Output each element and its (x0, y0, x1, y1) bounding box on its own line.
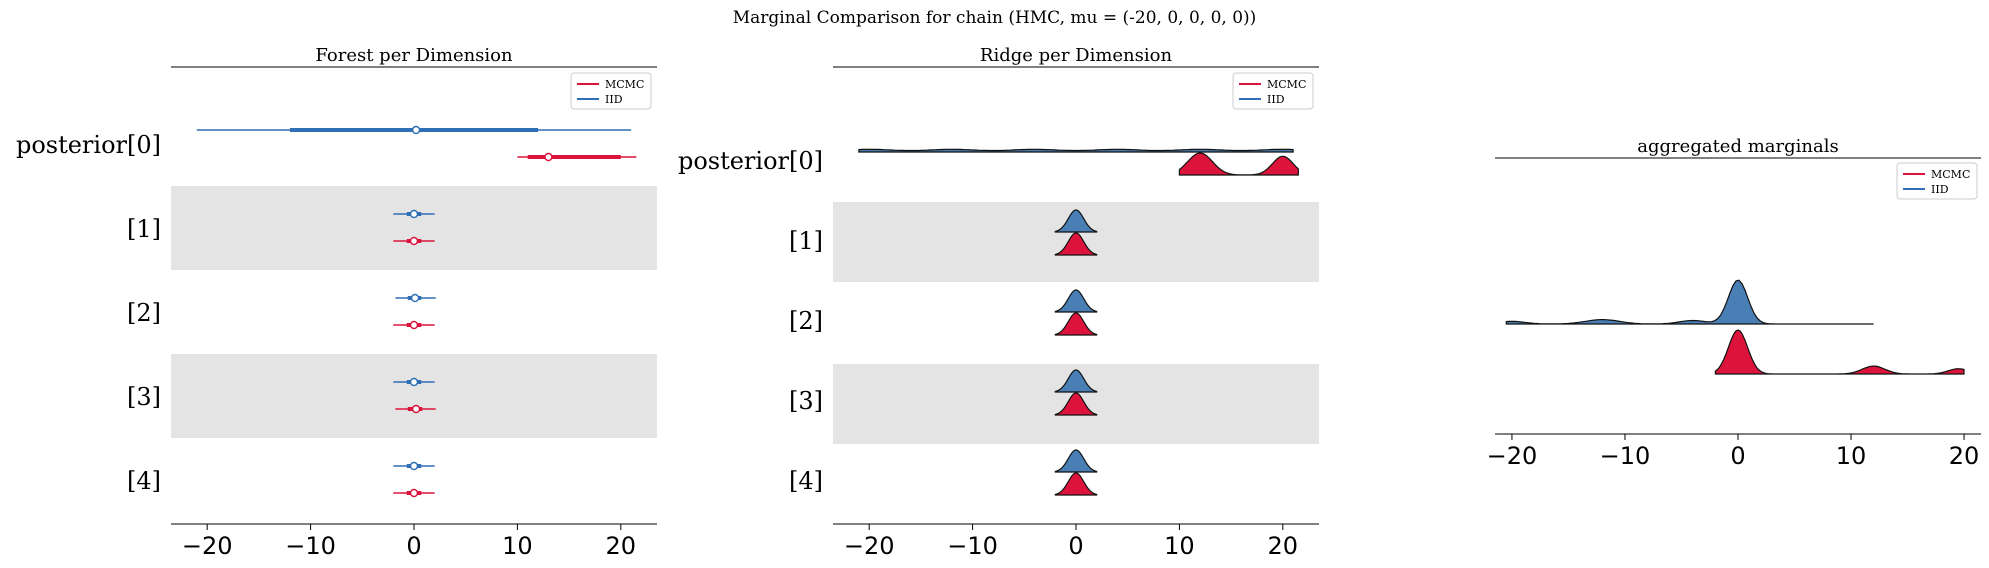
median-point-iid (410, 293, 420, 303)
x-tick-label: −20 (844, 532, 895, 560)
row-label: [4] (789, 467, 823, 495)
legend-label-mcmc: MCMC (1931, 168, 1970, 181)
x-tick-label: 20 (1268, 532, 1299, 560)
row-band (171, 354, 657, 438)
median-point-iid (411, 125, 421, 135)
row-label: [4] (127, 467, 161, 495)
row-label: [2] (127, 299, 161, 327)
figure-title: Marginal Comparison for chain (HMC, mu =… (732, 8, 1257, 28)
median-point-iid (409, 377, 419, 387)
ridge-iid (1054, 449, 1098, 473)
median-point-mcmc (409, 236, 419, 246)
median-point-mcmc (409, 488, 419, 498)
panel-title: Ridge per Dimension (980, 45, 1173, 66)
row-label: posterior[0] (16, 131, 161, 159)
ridge-mcmc (1054, 312, 1098, 336)
median-point-mcmc (544, 152, 553, 162)
ridge-iid (858, 148, 1294, 153)
aggregated-ridge-iid (1505, 279, 1874, 325)
ridge-mcmc (1054, 472, 1098, 496)
legend-label-mcmc: MCMC (605, 78, 644, 91)
row-label: posterior[0] (678, 147, 823, 175)
ridge-mcmc (1054, 392, 1098, 416)
x-tick-label: −20 (182, 532, 233, 560)
panel-title: aggregated marginals (1637, 136, 1838, 157)
x-tick-label: −10 (1600, 442, 1651, 470)
ridge-mcmc (1054, 232, 1098, 256)
row-band (171, 186, 657, 270)
x-tick-label: −20 (1487, 442, 1538, 470)
ridge-iid (1054, 289, 1098, 313)
ridge-mcmc (1178, 152, 1299, 176)
row-label: [1] (789, 227, 823, 255)
x-tick-label: 10 (502, 532, 533, 560)
row-label: [3] (789, 387, 823, 415)
median-point-mcmc (409, 320, 419, 330)
x-tick-label: 0 (406, 532, 421, 560)
legend-label-mcmc: MCMC (1267, 78, 1306, 91)
row-label: [3] (127, 383, 161, 411)
x-tick-label: 20 (1949, 442, 1980, 470)
x-tick-label: 0 (1068, 532, 1083, 560)
median-point-mcmc (411, 404, 421, 414)
row-label: [1] (127, 215, 161, 243)
x-tick-label: 0 (1730, 442, 1745, 470)
ridge-panel: Ridge per Dimension −20 −10 0 10 20 posterior[… (678, 45, 1319, 560)
aggregated-ridge-mcmc (1714, 329, 1965, 375)
x-tick-label: −10 (947, 532, 998, 560)
forest-panel: Forest per Dimension −20 −10 0 10 20 posterior… (16, 45, 657, 560)
panel-title: Forest per Dimension (315, 45, 513, 66)
row-label: [2] (789, 307, 823, 335)
x-tick-label: −10 (285, 532, 336, 560)
legend-label-iid: IID (1931, 183, 1949, 196)
aggregated-panel: aggregated marginals −20 −10 0 10 20 MCMC IID (1487, 136, 1981, 470)
ridge-iid (1054, 209, 1098, 233)
ridge-iid (1054, 369, 1098, 393)
median-point-iid (409, 209, 419, 219)
legend-label-iid: IID (605, 93, 623, 106)
x-tick-label: 20 (606, 532, 637, 560)
x-tick-label: 10 (1164, 532, 1195, 560)
legend-label-iid: IID (1267, 93, 1285, 106)
median-point-iid (409, 461, 419, 471)
x-tick-label: 10 (1836, 442, 1867, 470)
